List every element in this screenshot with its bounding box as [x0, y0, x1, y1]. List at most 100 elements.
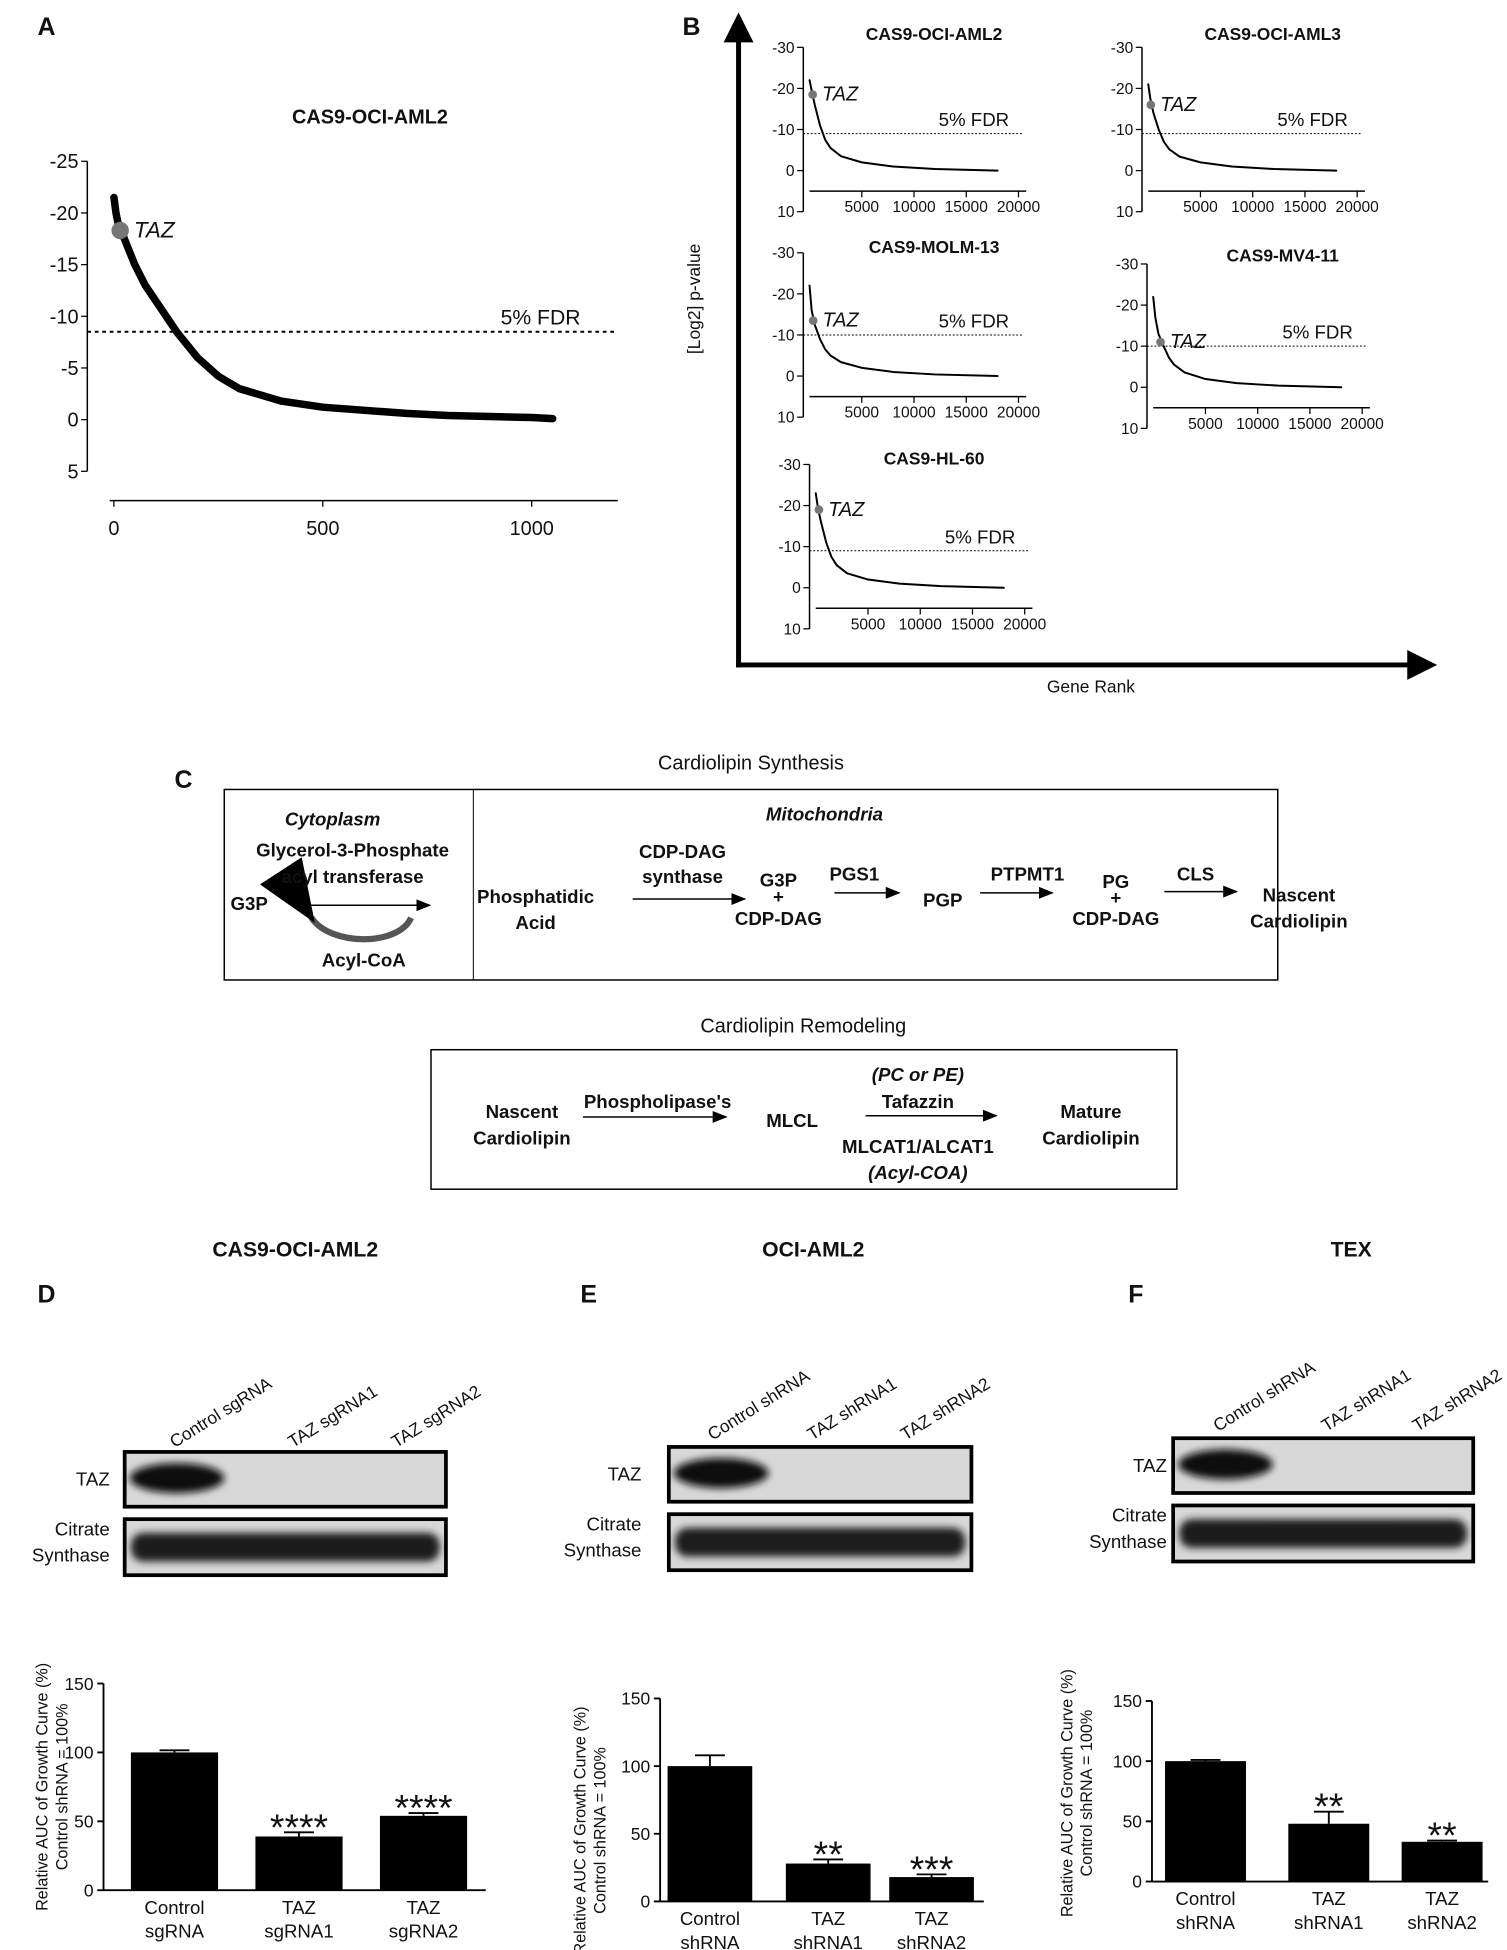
panel-letter: A: [38, 13, 56, 41]
chart-title: CAS9-MV4-11: [1227, 245, 1340, 265]
y-tick-label: -30: [1111, 40, 1134, 57]
highlight-label: TAZ: [134, 217, 176, 242]
y-tick-label: 10: [1121, 421, 1139, 438]
chart-title: CAS9-OCI-AML2: [866, 24, 1002, 44]
diagram-label: CLS: [1177, 863, 1214, 884]
y-tick-label: -10: [772, 327, 795, 344]
threshold-label: 5% FDR: [939, 310, 1010, 331]
bar: [255, 1836, 343, 1891]
x-tick-label: 10000: [899, 616, 943, 633]
x-tick-label: 20000: [1336, 199, 1380, 216]
x-tick-label: 5000: [1188, 416, 1223, 433]
diagram-label: PG: [1102, 871, 1129, 892]
rank-curve: [110, 193, 557, 423]
x-tick-label: TAZ shRNA2: [1407, 1888, 1476, 1933]
synthesis-title: Cardiolipin Synthesis: [658, 753, 844, 775]
blot-row-label: TAZ: [608, 1464, 642, 1485]
y-tick-label: 0: [84, 1880, 94, 1900]
blot-strip: [666, 1445, 974, 1504]
y-tick-label: 0: [786, 163, 795, 180]
y-tick-label: 10: [777, 204, 795, 221]
diagram-label: CDP-DAG: [639, 841, 726, 862]
diagram-label: Nascent: [1263, 885, 1336, 906]
blot-row-label: TAZ: [1133, 1455, 1167, 1476]
y-tick-label: -10: [778, 539, 801, 556]
highlight-label: TAZ: [823, 310, 860, 332]
y-tick-label: 0: [640, 1892, 650, 1912]
y-tick-label: -15: [50, 255, 79, 277]
panel-b-x-label: Gene Rank: [1047, 676, 1135, 696]
remodeling-title: Cardiolipin Remodeling: [700, 1015, 906, 1037]
y-tick-label: 100: [621, 1756, 650, 1776]
bar: [889, 1877, 974, 1902]
y-tick-label: 0: [1125, 163, 1134, 180]
y-tick-label: 10: [784, 621, 802, 638]
diagram-label: Mitochondria: [766, 804, 883, 825]
y-axis-label: Control shRNA = 100%: [53, 1704, 71, 1871]
diagram-label: Acid: [515, 912, 555, 933]
y-axis-label: Relative AUC of Growth Curve (%): [1058, 1669, 1076, 1917]
error-bar: [916, 1873, 947, 1878]
x-tick-label: Control shRNA: [1175, 1888, 1235, 1933]
y-tick-label: 50: [1123, 1812, 1143, 1832]
x-tick-label: TAZ shRNA1: [793, 1908, 862, 1950]
x-tick-label: 10000: [1231, 199, 1275, 216]
x-tick-label: 15000: [1283, 199, 1327, 216]
significance: ****: [270, 1806, 328, 1848]
highlight-point: [111, 221, 129, 240]
diagram-label: PTPMT1: [991, 863, 1065, 884]
threshold-label: 5% FDR: [501, 306, 581, 329]
significance: **: [1314, 1785, 1343, 1827]
diagram-label: MLCAT1/ALCAT1: [842, 1136, 994, 1157]
y-tick-label: -20: [1111, 81, 1134, 98]
x-tick-label: Control shRNA: [680, 1908, 740, 1950]
lane-label: Control shRNA: [704, 1365, 813, 1444]
lane-label: TAZ sgRNA1: [284, 1381, 381, 1452]
diagram-label: (Acyl-COA): [868, 1162, 968, 1183]
highlight-point: [1156, 337, 1165, 347]
x-tick-label: 15000: [951, 616, 995, 633]
x-tick-label: TAZ sgRNA1: [264, 1897, 333, 1942]
error-bar: [813, 1858, 844, 1864]
diagram-label: Cardiolipin: [473, 1127, 570, 1148]
diagram-label: Phospholipase's: [584, 1091, 732, 1112]
y-tick-label: 150: [1113, 1691, 1142, 1711]
diagram-label: acyl transferase: [281, 866, 423, 887]
lane-label: TAZ shRNA2: [1409, 1365, 1506, 1436]
western-blot: [1171, 1436, 1476, 1564]
y-tick-label: -20: [50, 203, 79, 225]
diagram-label: Cytoplasm: [285, 809, 380, 830]
x-tick-label: TAZ sgRNA2: [389, 1897, 458, 1942]
y-tick-label: 50: [631, 1824, 651, 1844]
rank-curve: [808, 79, 999, 172]
bar: [1401, 1841, 1483, 1882]
diagram-label: +: [1110, 887, 1121, 908]
y-tick-label: -10: [1111, 122, 1134, 139]
threshold-label: 5% FDR: [1282, 322, 1353, 343]
threshold-label: 5% FDR: [939, 109, 1010, 130]
highlight-label: TAZ: [822, 84, 859, 106]
error-bar: [1427, 1839, 1458, 1842]
x-tick-label: 20000: [997, 199, 1041, 216]
rank-curve: [1152, 295, 1343, 389]
highlight-point: [814, 505, 824, 515]
blot-band: [1179, 1519, 1468, 1548]
y-tick-label: 150: [64, 1674, 93, 1694]
lane-label: TAZ shRNA1: [1318, 1365, 1415, 1436]
diagram-label: synthase: [642, 866, 723, 887]
blot-band: [1178, 1449, 1273, 1480]
x-tick-label: 1000: [510, 518, 554, 540]
y-axis-label: Control shRNA = 100%: [591, 1747, 609, 1914]
diagram-label: CDP-DAG: [735, 908, 822, 929]
y-tick-label: -30: [1116, 256, 1139, 273]
highlight-label: TAZ: [1160, 94, 1197, 116]
lane-label: TAZ shRNA2: [897, 1373, 994, 1444]
diagram-label: Acyl-CoA: [322, 949, 406, 970]
panel-letter: E: [580, 1280, 597, 1308]
y-tick-label: -20: [1116, 298, 1139, 315]
diagram-label: Tafazzin: [882, 1091, 954, 1112]
panel-letter: F: [1128, 1280, 1143, 1308]
x-tick-label: 10000: [892, 405, 936, 422]
panel-letter: C: [174, 766, 192, 794]
